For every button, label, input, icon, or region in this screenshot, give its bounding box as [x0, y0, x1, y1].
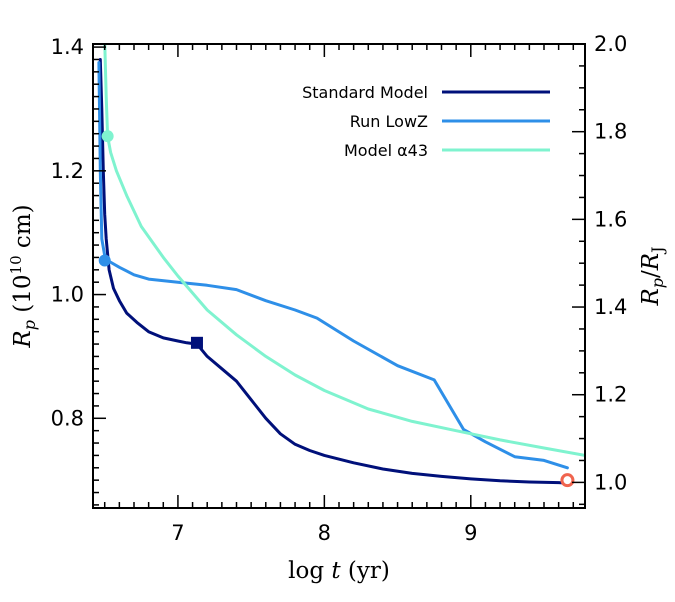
series-line-3 — [103, 44, 585, 457]
y-right-label-sub-p: p — [648, 278, 667, 288]
x-axis-label-log: log — [288, 558, 331, 584]
marker-filled-circle-1 — [101, 130, 114, 143]
y-left-tick-label-1: 1.0 — [51, 283, 84, 307]
y-left-tick-label-2: 1.2 — [51, 159, 84, 183]
legend-label-2: Run LowZ — [350, 112, 428, 131]
y-left-label-unit-close: cm) — [10, 204, 36, 255]
series-line-1 — [98, 58, 572, 485]
legend-label-1: Standard Model — [302, 83, 428, 102]
y-left-label-R: R — [10, 330, 36, 348]
x-tick-label-0: 7 — [171, 521, 184, 545]
series-layer — [97, 44, 585, 485]
legend: Standard Model Run LowZ Model α43 — [302, 83, 550, 160]
y-right-tick-label-4: 1.8 — [594, 120, 627, 144]
x-axis-label-unit: (yr) — [341, 558, 390, 584]
y-axis-right-label: Rp/RJ — [638, 246, 667, 306]
marker-open-circle-4 — [560, 473, 575, 488]
marker-filled-square-3 — [190, 336, 203, 349]
legend-label-3: Model α43 — [344, 141, 428, 160]
x-axis-label: log t (yr) — [288, 558, 390, 584]
y-right-tick-label-0: 1.0 — [594, 470, 627, 494]
y-axis-left-label: Rp (1010 cm) — [7, 204, 39, 348]
y-right-tick-label-3: 1.6 — [594, 207, 627, 231]
y-left-tick-label-0: 0.8 — [51, 406, 84, 430]
plot-frame — [92, 43, 586, 509]
y-right-label-sub-J: J — [648, 246, 667, 254]
x-tick-label-1: 8 — [318, 521, 331, 545]
axis-ticks: 7 8 9 0.8 1.0 1.2 1.4 1.0 1.2 1.4 1.6 1.8 2.0 — [51, 32, 628, 545]
y-right-label-R1: R — [638, 288, 664, 306]
x-tick-label-2: 9 — [464, 521, 477, 545]
y-right-label-slash: / — [638, 270, 664, 278]
y-right-label-R2: R — [638, 253, 664, 271]
y-right-tick-label-2: 1.4 — [594, 295, 627, 319]
marker-layer — [98, 130, 575, 488]
x-axis-label-t: t — [331, 558, 341, 584]
y-right-tick-label-1: 1.2 — [594, 383, 627, 407]
y-left-label-sub-p: p — [20, 320, 39, 330]
y-right-tick-label-5: 2.0 — [594, 32, 627, 56]
y-left-label-exp: 10 — [7, 255, 25, 274]
y-left-tick-label-3: 1.4 — [51, 35, 84, 59]
y-left-label-unit-open: (10 — [10, 274, 36, 320]
marker-filled-circle-2 — [98, 254, 111, 267]
